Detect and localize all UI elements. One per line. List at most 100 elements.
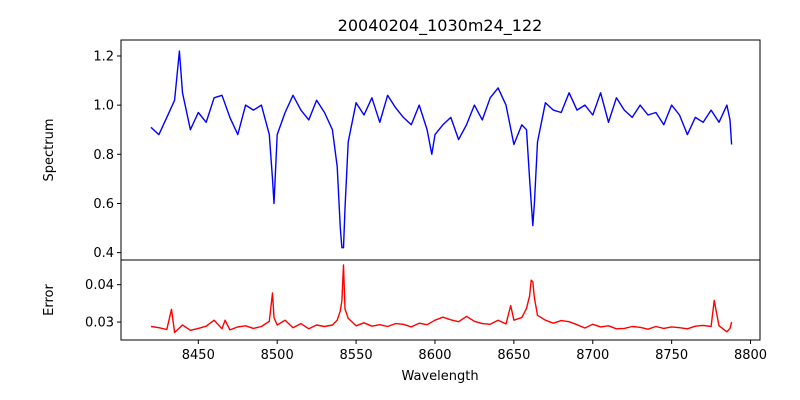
spectrum-y-tick-label: 0.6 — [93, 197, 114, 212]
spectrum-data-point — [158, 134, 159, 135]
error-data-point — [632, 326, 633, 327]
error-data-point — [513, 320, 514, 321]
spectrum-data-point — [526, 129, 527, 130]
error-data-point — [316, 324, 317, 325]
error-data-point — [427, 324, 428, 325]
spectrum-data-point — [482, 119, 483, 120]
error-data-point — [245, 325, 246, 326]
error-data-point — [531, 280, 532, 281]
spectrum-data-point — [427, 129, 428, 130]
error-data-point — [292, 327, 293, 328]
error-series — [150, 264, 733, 334]
spectrum-data-point — [166, 117, 167, 118]
spectrum-data-point — [731, 144, 732, 145]
error-data-point — [608, 325, 609, 326]
spectrum-data-point — [431, 154, 432, 155]
spectrum-data-point — [344, 208, 345, 209]
spectrum-data-point — [584, 105, 585, 106]
spectrum-series — [150, 50, 733, 249]
error-axes-frame — [120, 259, 761, 341]
spectrum-data-point — [640, 105, 641, 106]
error-data-point — [332, 324, 333, 325]
spectrum-data-point — [190, 129, 191, 130]
spectrum-data-point — [237, 134, 238, 135]
x-tick-label: 8800 — [734, 348, 767, 363]
spectrum-data-point — [718, 122, 719, 123]
error-data-point — [308, 328, 309, 329]
x-tick-label: 8500 — [261, 348, 294, 363]
error-data-point — [714, 300, 715, 301]
spectrum-data-point — [647, 114, 648, 115]
spectrum-data-point — [379, 122, 380, 123]
spectrum-y-ticks: 0.4 0.6 0.8 1.0 1.2 — [93, 49, 121, 261]
error-data-point — [395, 323, 396, 324]
x-tick-label: 8550 — [340, 348, 373, 363]
spectrum-data-point — [340, 227, 341, 228]
spectrum-data-point — [419, 105, 420, 106]
error-data-point — [198, 328, 199, 329]
error-data-point — [340, 310, 341, 311]
x-tick-label: 8650 — [497, 348, 530, 363]
spectrum-data-point — [632, 117, 633, 118]
error-data-point — [174, 332, 175, 333]
spectrum-data-point — [624, 110, 625, 111]
x-axis-label: Wavelength — [401, 369, 478, 384]
error-data-point — [663, 328, 664, 329]
error-data-point — [419, 323, 420, 324]
error-data-point — [711, 326, 712, 327]
error-x-ticks: 8450 8500 8550 8600 8650 8700 8750 8800 — [182, 340, 767, 363]
error-data-point — [569, 321, 570, 322]
error-data-point — [221, 328, 222, 329]
spectrum-data-point — [261, 105, 262, 106]
spectrum-data-point — [545, 102, 546, 103]
error-data-point — [537, 315, 538, 316]
spectrum-data-point — [179, 51, 180, 52]
spectrum-data-point — [534, 203, 535, 204]
error-data-point — [695, 326, 696, 327]
error-data-point — [411, 326, 412, 327]
spectrum-data-point — [592, 114, 593, 115]
error-data-point — [655, 326, 656, 327]
error-data-point — [343, 264, 344, 265]
error-data-point — [532, 281, 533, 282]
spectrum-data-point — [442, 124, 443, 125]
spectrum-data-point — [711, 110, 712, 111]
spectrum-data-point — [553, 110, 554, 111]
error-data-point — [526, 308, 527, 309]
spectrum-y-axis-label: Spectrum — [42, 119, 57, 182]
spectrum-data-point — [513, 144, 514, 145]
error-data-point — [403, 324, 404, 325]
spectrum-data-point — [537, 141, 538, 142]
spectrum-data-point — [292, 95, 293, 96]
error-data-point — [182, 324, 183, 325]
spectrum-y-tick-label: 1.2 — [93, 49, 114, 64]
spectrum-data-point — [308, 119, 309, 120]
spectrum-data-point — [341, 247, 342, 248]
error-data-point — [166, 329, 167, 330]
error-data-point — [344, 308, 345, 309]
error-data-point — [576, 324, 577, 325]
spectrum-data-point — [521, 124, 522, 125]
error-data-point — [300, 323, 301, 324]
spectrum-data-point — [529, 178, 530, 179]
spectrum-data-point — [569, 92, 570, 93]
spectrum-data-point — [695, 117, 696, 118]
error-data-point — [600, 326, 601, 327]
spectrum-data-point — [576, 110, 577, 111]
error-data-point — [450, 319, 451, 320]
error-data-point — [640, 327, 641, 328]
error-data-point — [718, 325, 719, 326]
error-data-point — [505, 323, 506, 324]
spectrum-data-point — [616, 97, 617, 98]
spectrum-data-point — [356, 102, 357, 103]
error-data-point — [671, 326, 672, 327]
error-data-point — [225, 320, 226, 321]
error-data-point — [363, 322, 364, 323]
error-data-point — [474, 321, 475, 322]
error-data-point — [731, 322, 732, 323]
spectrum-data-point — [490, 97, 491, 98]
spectrum-data-point — [150, 127, 151, 128]
spectrum-data-point — [316, 100, 317, 101]
error-data-point — [379, 324, 380, 325]
